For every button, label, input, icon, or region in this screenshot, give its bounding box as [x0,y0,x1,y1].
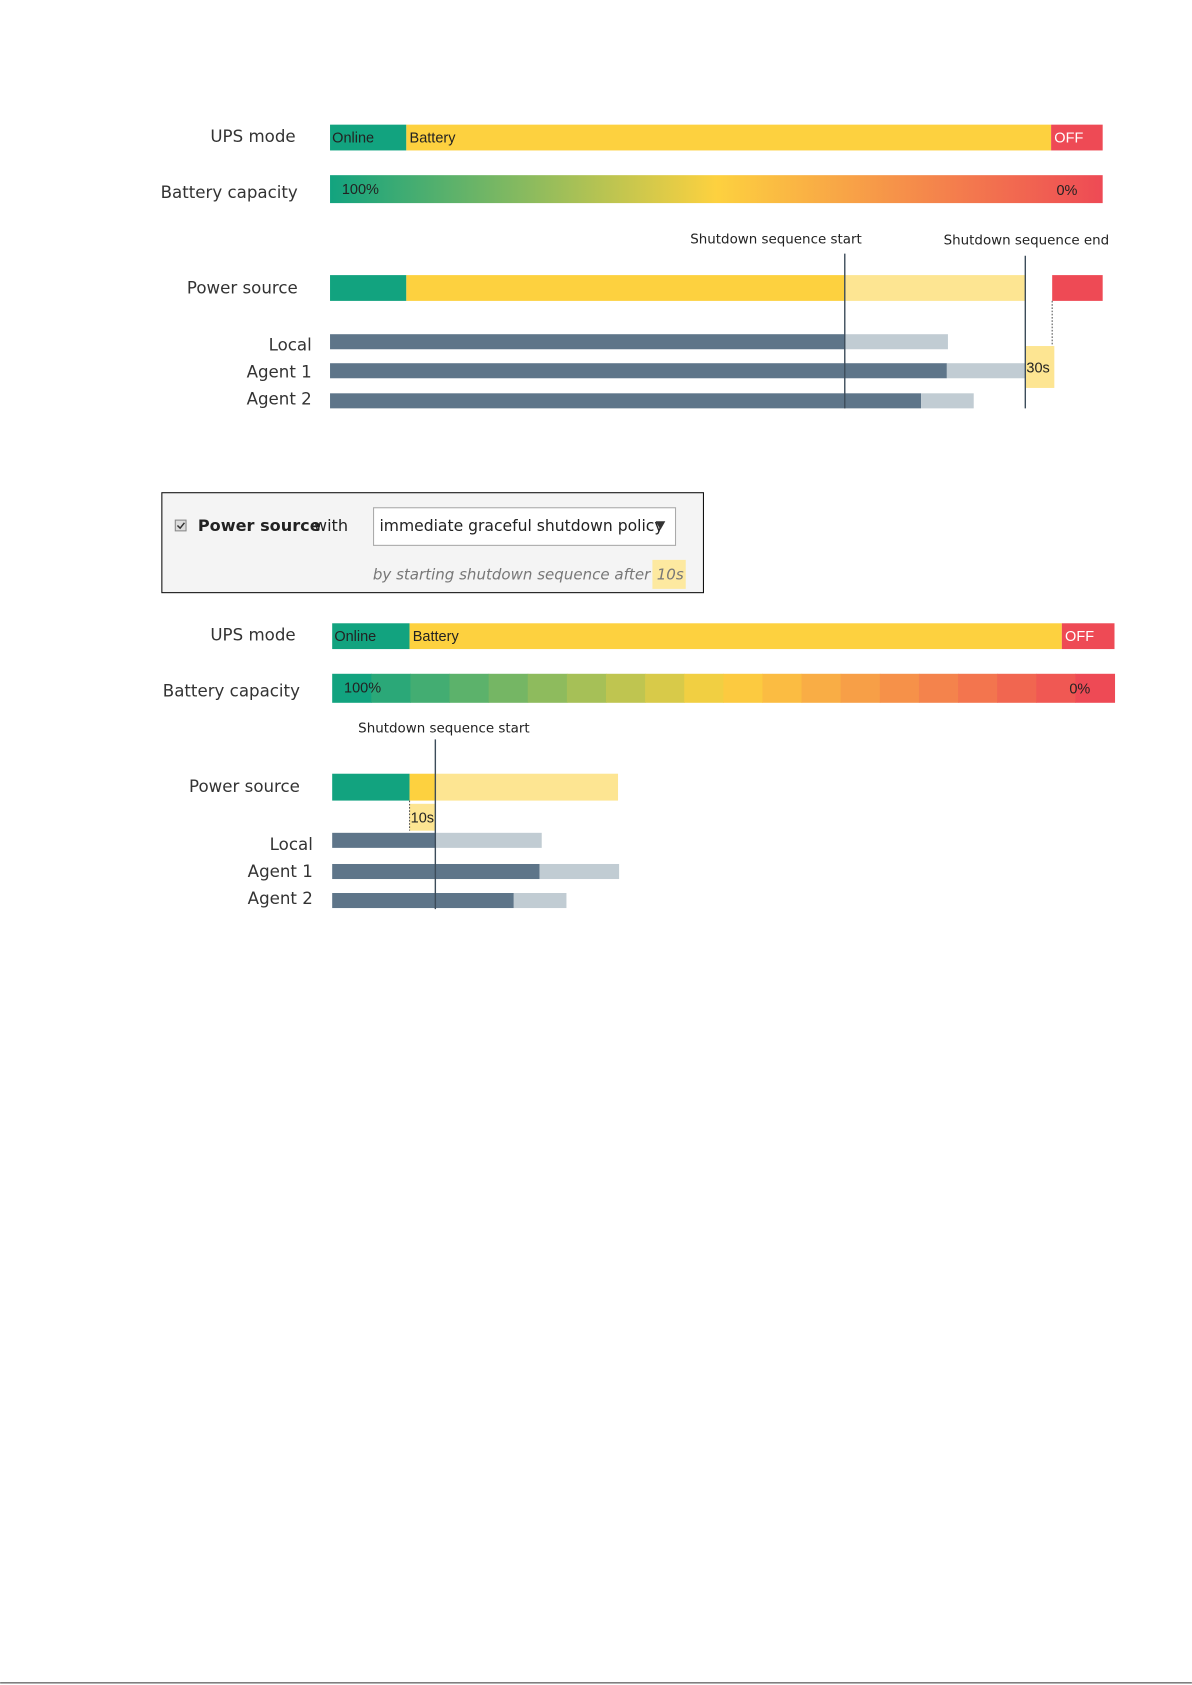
marker-label: Shutdown sequence end [944,234,1110,249]
capacity-step [918,673,959,703]
row-label: UPS mode [210,626,295,645]
capacity-step [1075,673,1116,703]
capacity-step [488,673,529,703]
dropdown-value: immediate graceful shutdown policy [379,517,663,535]
capacity-step [332,673,372,703]
capacity-step [723,673,763,703]
power-online [330,275,407,301]
battery-segment [409,623,1062,650]
power-online [332,773,410,801]
marker-label: Shutdown sequence start [690,233,861,248]
agent-label: Agent 2 [248,889,313,908]
delay-box [409,803,436,831]
capacity-start: 100% [342,182,379,198]
agent-bar-rest [539,863,620,880]
segment-label: Battery [410,130,457,146]
delay-highlight [652,559,686,589]
capacity-step [645,673,685,703]
row-label: Battery capacity [163,682,300,701]
segment-label: Online [334,629,376,645]
agent-label: Agent 1 [248,862,313,881]
option-text: with [314,516,348,535]
diagram-1: UPS mode Online Battery OFF Battery capa… [161,124,1110,409]
capacity-step [801,673,842,703]
agent-label: Local [269,336,312,355]
description: by starting shutdown sequence after [373,565,651,583]
row-label: UPS mode [210,127,295,146]
agent-bar-rest [435,832,542,848]
agent-label: Agent 2 [247,389,312,408]
capacity-step [449,673,490,703]
off-segment [1061,623,1115,650]
delay-value: 10s [657,565,684,583]
capacity-start: 100% [344,681,381,697]
capacity-step [840,673,881,703]
off-segment [1051,124,1103,151]
check-mark [176,522,186,530]
capacity-step [684,673,724,703]
capacity-step [997,673,1037,703]
capacity-end: 0% [1069,682,1090,698]
segment-label: Battery [413,629,460,645]
power-sequence [844,275,1026,301]
agent-bar-rest [946,363,1026,379]
agent-bar [330,393,922,409]
battery-segment [406,124,1052,151]
segment-label: OFF [1054,130,1083,146]
delay-box [1025,346,1055,388]
capacity-step [410,673,451,703]
power-off [1052,275,1103,301]
option-name: Power source [198,516,321,535]
checkbox[interactable] [174,519,187,532]
agent-bar-rest [844,334,948,350]
policy-panel: Power source with immediate graceful shu… [161,492,704,594]
capacity-step [879,673,920,703]
capacity-step [566,673,607,703]
capacity-bar [330,175,1103,204]
capacity-step [527,673,568,703]
agent-bar [332,832,436,848]
agent-bar-rest [921,393,974,409]
agent-bar [330,363,947,379]
segment-label: OFF [1065,629,1094,645]
agent-label: Local [270,835,313,854]
capacity-bar [332,673,1116,703]
dropdown-arrow [655,521,666,530]
marker-label: Shutdown sequence start [358,722,529,737]
capacity-step [605,673,646,703]
policy-dropdown[interactable] [373,507,677,546]
power-battery [406,275,845,301]
capacity-end: 0% [1056,183,1077,199]
row-label: Power source [189,777,300,796]
segment-label: Online [332,130,374,146]
agent-bar-rest [513,893,567,909]
agent-label: Agent 1 [247,362,312,381]
agent-bar [332,893,514,909]
online-segment [332,623,410,650]
diagram-2: UPS mode Online Battery OFF Battery capa… [163,623,1116,910]
capacity-step [371,673,411,703]
power-sequence [435,773,619,801]
capacity-step [1036,673,1076,703]
row-label: Power source [187,279,298,298]
row-label: Battery capacity [161,183,298,202]
capacity-step [762,673,803,703]
capacity-step [958,673,998,703]
delay-label: 10s [411,811,434,827]
agent-bar [330,334,845,350]
delay-label: 30s [1026,360,1049,376]
online-segment [330,124,407,151]
power-battery [409,773,436,801]
